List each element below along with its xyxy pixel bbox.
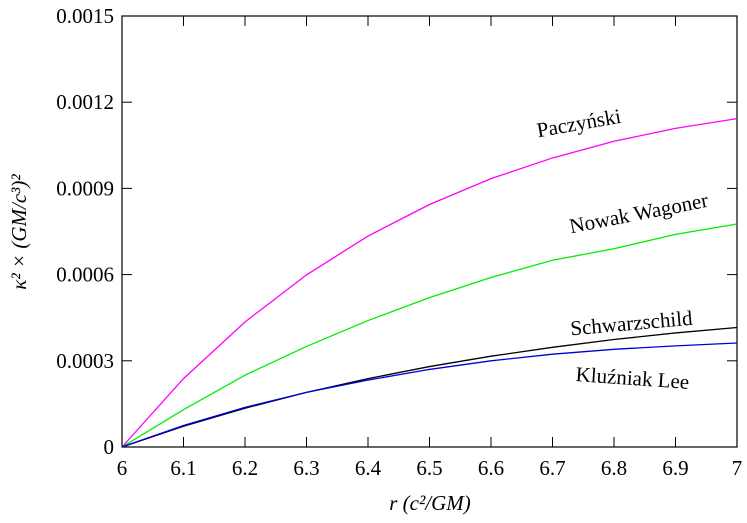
y-tick-label: 0.0015 xyxy=(56,4,114,28)
x-tick-label: 6 xyxy=(117,456,128,480)
series-line xyxy=(121,342,738,448)
x-tick-label: 7 xyxy=(732,456,743,480)
x-tick-label: 6.3 xyxy=(293,456,319,480)
y-tick-label: 0.0006 xyxy=(56,263,114,287)
x-tick-label: 6.6 xyxy=(478,456,504,480)
x-tick-label: 6.5 xyxy=(416,456,442,480)
y-tick-label: 0.0012 xyxy=(56,90,114,114)
series-label: Kluźniak Lee xyxy=(575,362,690,394)
series-label: Nowak Wagoner xyxy=(567,188,710,238)
y-tick-label: 0.0009 xyxy=(56,176,114,200)
x-tick-label: 6.8 xyxy=(601,456,627,480)
series-line xyxy=(121,223,738,448)
y-tick-label: 0.0003 xyxy=(56,349,114,373)
x-axis-label: r (c²/GM) xyxy=(389,491,471,515)
x-tick-label: 6.1 xyxy=(170,456,196,480)
y-tick-label: 0 xyxy=(104,435,115,459)
series-label: Paczyński xyxy=(535,104,623,142)
series-line xyxy=(121,117,738,448)
x-tick-label: 6.4 xyxy=(355,456,382,480)
x-tick-label: 6.7 xyxy=(539,456,565,480)
series-line xyxy=(121,326,738,448)
x-tick-label: 6.9 xyxy=(662,456,688,480)
x-tick-label: 6.2 xyxy=(232,456,258,480)
series-label: Schwarzschild xyxy=(569,306,694,341)
y-axis-label: κ² × (GM/c³)² xyxy=(7,174,31,290)
